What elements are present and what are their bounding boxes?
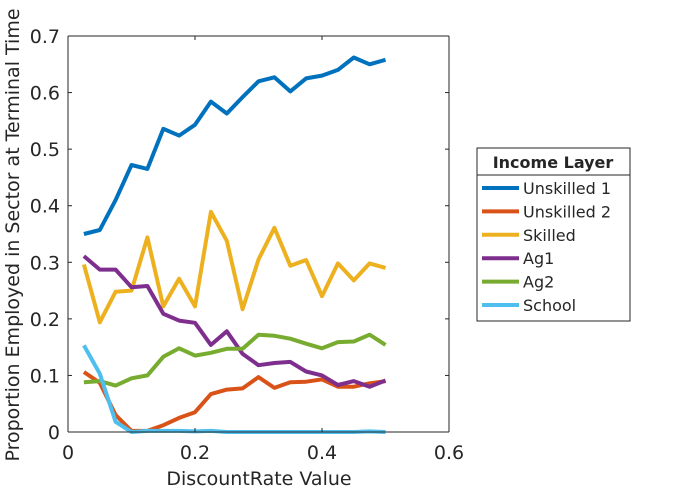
- x-axis-title: DiscountRate Value: [166, 468, 351, 490]
- legend: Income Layer Unskilled 1 Unskilled 2 Skill…: [476, 147, 631, 322]
- legend-label-6: School: [523, 296, 576, 315]
- series-line-4: [82, 254, 387, 389]
- y-tick-label: 0.1: [30, 365, 60, 387]
- y-tick-label: 0.5: [30, 139, 60, 161]
- y-tick-label: 0.6: [30, 83, 60, 105]
- y-tick-label: 0.3: [30, 252, 60, 274]
- legend-entries: Unskilled 1 Unskilled 2 Skilled Ag1 Ag2 Schoo…: [482, 179, 611, 315]
- y-tick-label: 0.2: [30, 309, 60, 331]
- legend-label-1: Unskilled 1: [523, 179, 611, 198]
- legend-label-2: Unskilled 2: [523, 202, 611, 221]
- plot-background: [68, 36, 449, 432]
- x-tick-label: 0.6: [434, 442, 464, 464]
- x-tick-label: 0.2: [180, 442, 210, 464]
- y-tick-label: 0.4: [30, 196, 60, 218]
- axes-layer: 0 0.2 0.4 0.6 0 0.1 0.2 0.3 0.4 0.5 0.6 0.7: [30, 26, 464, 464]
- legend-label-5: Ag2: [523, 273, 554, 292]
- legend-label-4: Ag1: [523, 249, 554, 268]
- series-line-3: [81, 209, 387, 325]
- y-tick-label: 0: [48, 422, 60, 444]
- x-tick-label: 0.4: [307, 442, 337, 464]
- y-tick-label: 0.7: [30, 26, 60, 48]
- legend-label-3: Skilled: [523, 226, 576, 245]
- y-axis-title: Proportion Employed in Sector at Termina…: [2, 8, 24, 461]
- series-line-5: [83, 332, 387, 388]
- legend-title: Income Layer: [493, 153, 614, 172]
- series-line-1: [83, 55, 387, 236]
- x-tick-label: 0: [62, 442, 74, 464]
- plot-area: [68, 36, 449, 432]
